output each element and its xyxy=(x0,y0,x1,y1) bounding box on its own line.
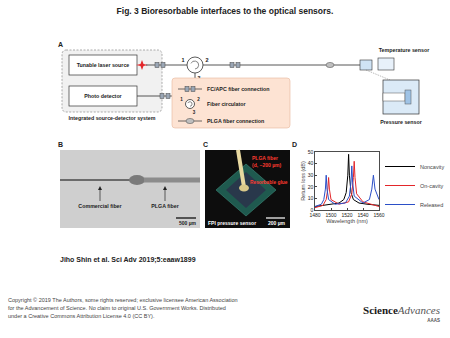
svg-text:40: 40 xyxy=(308,160,314,166)
svg-text:Fiber circulator: Fiber circulator xyxy=(207,101,246,107)
svg-text:Commercial fiber: Commercial fiber xyxy=(78,203,121,209)
svg-text:A: A xyxy=(58,41,63,48)
svg-text:Tunable laser source: Tunable laser source xyxy=(77,62,130,68)
svg-text:Released: Released xyxy=(420,202,443,208)
svg-text:under a Creative Commons Attri: under a Creative Commons Attribution Lic… xyxy=(8,313,155,319)
svg-text:AAAS: AAAS xyxy=(427,318,440,323)
svg-text:20: 20 xyxy=(308,184,314,190)
svg-text:0: 0 xyxy=(311,207,314,213)
svg-text:Copyright © 2019 The Authors,: Copyright © 2019 The Authors, some right… xyxy=(8,297,238,303)
svg-text:D: D xyxy=(292,141,297,148)
svg-text:B: B xyxy=(58,141,63,148)
svg-text:3: 3 xyxy=(193,110,196,115)
svg-text:2: 2 xyxy=(205,57,208,63)
svg-text:Fig. 3 Bioresorbable interface: Fig. 3 Bioresorbable interfaces to the o… xyxy=(117,6,334,16)
svg-text:1: 1 xyxy=(181,57,184,63)
svg-text:PLGA fiber: PLGA fiber xyxy=(151,203,178,209)
svg-text:Wavelength (nm): Wavelength (nm) xyxy=(326,218,368,224)
svg-text:PLGA fiber connection: PLGA fiber connection xyxy=(207,118,264,124)
svg-text:for the Advancement of Science: for the Advancement of Science. No claim… xyxy=(8,305,226,311)
svg-text:10: 10 xyxy=(308,195,314,201)
svg-text:3: 3 xyxy=(197,74,201,81)
svg-text:2: 2 xyxy=(197,97,200,102)
svg-text:ScienceAdvances: ScienceAdvances xyxy=(363,304,440,316)
svg-text:Jiho Shin et al. Sci Adv 2019;: Jiho Shin et al. Sci Adv 2019;5:eaaw1899 xyxy=(60,256,196,264)
svg-text:50: 50 xyxy=(308,149,314,155)
svg-text:1560: 1560 xyxy=(373,212,384,218)
svg-text:FPI pressure sensor: FPI pressure sensor xyxy=(208,220,256,226)
svg-text:Resorbable glue: Resorbable glue xyxy=(250,180,288,185)
svg-text:Pressure sensor: Pressure sensor xyxy=(380,119,422,125)
svg-text:Integrated source-detector sys: Integrated source-detector system xyxy=(69,115,156,121)
svg-text:500 µm: 500 µm xyxy=(179,220,197,226)
svg-text:30: 30 xyxy=(308,172,314,178)
svg-text:Photo detector: Photo detector xyxy=(84,93,121,99)
svg-text:1: 1 xyxy=(180,97,183,102)
svg-text:PLGA fiber: PLGA fiber xyxy=(252,155,278,161)
svg-text:200 µm: 200 µm xyxy=(268,220,286,226)
svg-text:Noncavity: Noncavity xyxy=(420,164,444,170)
svg-text:On-cavity: On-cavity xyxy=(420,183,443,189)
svg-text:Temperature sensor: Temperature sensor xyxy=(379,47,430,53)
svg-text:1480: 1480 xyxy=(309,212,320,218)
svg-text:(d, ~200 µm): (d, ~200 µm) xyxy=(252,162,281,168)
svg-text:1520: 1520 xyxy=(341,212,352,218)
svg-text:1540: 1540 xyxy=(357,212,368,218)
svg-text:1500: 1500 xyxy=(325,212,336,218)
svg-text:Return loss (dB): Return loss (dB) xyxy=(300,161,306,201)
svg-text:FC/APC fiber connection: FC/APC fiber connection xyxy=(207,86,269,92)
svg-text:C: C xyxy=(203,141,208,148)
